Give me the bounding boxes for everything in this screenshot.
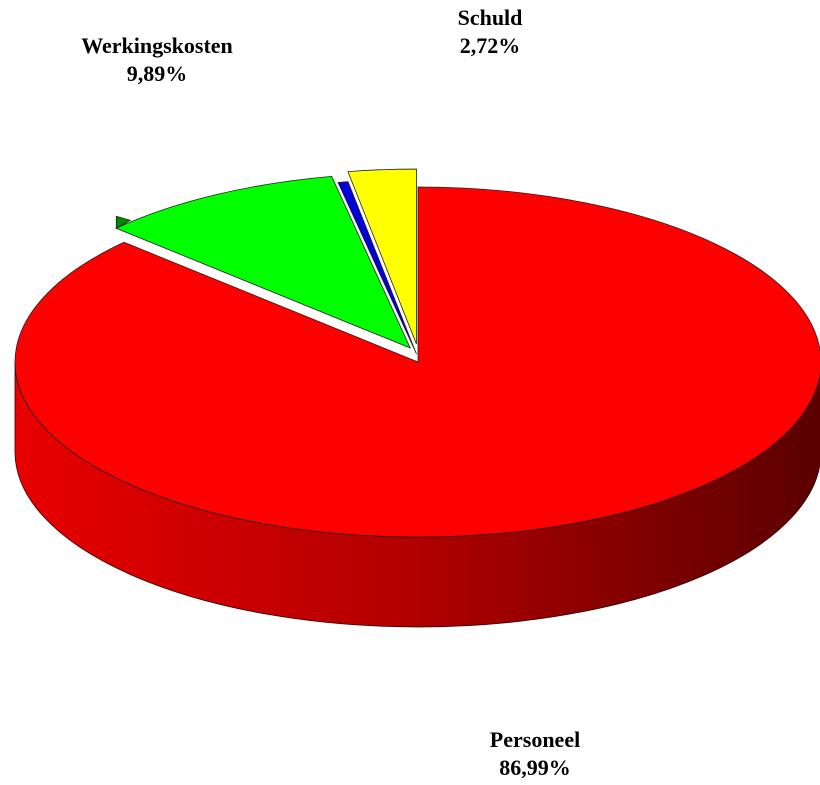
slice: [115, 175, 412, 349]
slice-value-label: 2,72%: [460, 33, 521, 58]
slice-label: Werkingskosten: [81, 33, 233, 58]
slice-label: Personeel: [490, 727, 580, 752]
slice: [337, 181, 417, 355]
slice-label: Schuld: [458, 5, 523, 30]
slice: [347, 168, 417, 345]
slice: [14, 186, 820, 538]
slice-value-label: 9,89%: [127, 61, 188, 86]
slice-value-label: 86,99%: [499, 755, 571, 780]
slice-edge: [115, 215, 132, 229]
